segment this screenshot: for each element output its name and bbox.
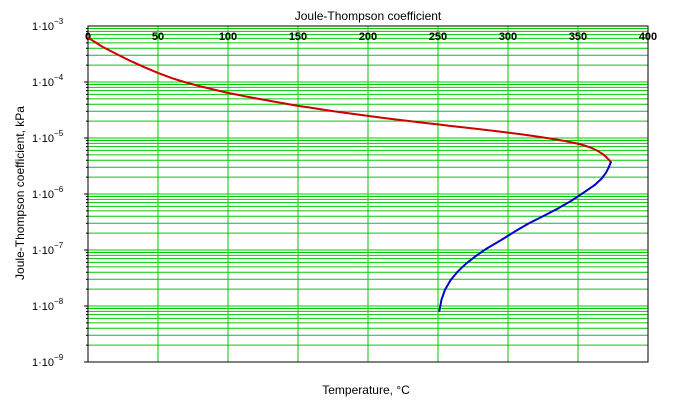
data-point	[297, 105, 299, 107]
series-lines	[87, 36, 612, 312]
y-tick-label: 1·10−8	[32, 297, 64, 313]
y-tick-label: 1·10−9	[32, 353, 64, 369]
data-point	[563, 140, 565, 142]
x-tick-label: 300	[499, 31, 517, 43]
data-point	[528, 222, 530, 224]
x-tick-label: 200	[359, 31, 377, 43]
data-point	[602, 153, 604, 155]
data-point	[101, 45, 103, 48]
data-point	[457, 271, 459, 273]
x-axis-label: Temperature, °C	[322, 383, 410, 397]
data-point	[87, 37, 89, 39]
data-point	[514, 230, 516, 232]
data-point	[465, 263, 467, 265]
data-point	[157, 72, 159, 74]
x-tick-label: 250	[429, 31, 447, 43]
x-tick-label: 350	[569, 31, 587, 43]
data-point	[255, 97, 257, 99]
data-point	[241, 95, 243, 97]
data-point	[311, 107, 313, 109]
data-point	[608, 166, 610, 168]
data-point	[438, 310, 440, 312]
data-point	[584, 145, 586, 147]
data-point	[283, 102, 285, 104]
data-point	[325, 109, 327, 111]
data-point	[577, 143, 579, 145]
data-point	[610, 161, 612, 163]
data-point	[493, 130, 495, 132]
x-tick-label: 150	[289, 31, 307, 43]
data-point	[367, 115, 369, 117]
data-point	[507, 131, 509, 134]
x-tick-label: 400	[639, 31, 657, 43]
data-point	[591, 147, 593, 149]
series-line-2	[438, 161, 612, 312]
data-point	[486, 247, 488, 249]
y-tick-label: 1·10−3	[32, 17, 64, 33]
data-point	[475, 255, 477, 257]
data-point	[584, 191, 586, 193]
data-point	[521, 133, 523, 135]
data-point	[601, 177, 603, 179]
data-point	[465, 127, 467, 129]
data-point	[598, 151, 600, 153]
y-tick-label: 1·10−4	[32, 73, 64, 89]
chart-title: Joule-Thompson coefficient	[295, 9, 442, 23]
data-point	[395, 118, 397, 121]
data-point	[549, 137, 551, 140]
data-point	[450, 279, 452, 281]
data-point	[440, 299, 443, 301]
data-point	[451, 125, 453, 127]
y-axis-label: Joule-Thompson coefficient, kPa	[13, 106, 27, 280]
data-point	[339, 111, 341, 113]
data-point	[535, 135, 537, 137]
grid	[87, 26, 649, 363]
data-point	[129, 60, 131, 62]
data-point	[171, 77, 173, 79]
data-point	[381, 117, 383, 119]
x-tick-label: 50	[152, 31, 164, 43]
data-point	[213, 89, 215, 91]
data-point	[605, 156, 607, 158]
data-point	[570, 200, 572, 202]
x-tick-label: 100	[219, 31, 237, 43]
data-point	[605, 172, 607, 174]
data-point	[542, 215, 544, 217]
data-point	[115, 53, 117, 55]
data-point	[199, 85, 201, 87]
data-point	[227, 92, 229, 94]
axis-ticks: 0 50 100 150 200 250 300 350 4001·10−31·10−41·10…	[32, 17, 657, 369]
data-point	[269, 100, 271, 102]
data-point	[185, 81, 187, 84]
data-point	[143, 66, 145, 68]
data-point	[409, 120, 411, 122]
data-point	[500, 239, 502, 241]
y-tick-label: 1·10−6	[32, 185, 64, 201]
data-point	[353, 113, 355, 115]
data-point	[594, 184, 596, 186]
data-point	[423, 122, 425, 124]
y-tick-label: 1·10−7	[32, 241, 64, 257]
data-point	[479, 128, 481, 130]
data-point	[437, 123, 439, 125]
y-tick-label: 1·10−5	[32, 129, 64, 145]
data-point	[556, 208, 558, 210]
data-point	[608, 159, 610, 161]
data-point	[444, 289, 446, 291]
